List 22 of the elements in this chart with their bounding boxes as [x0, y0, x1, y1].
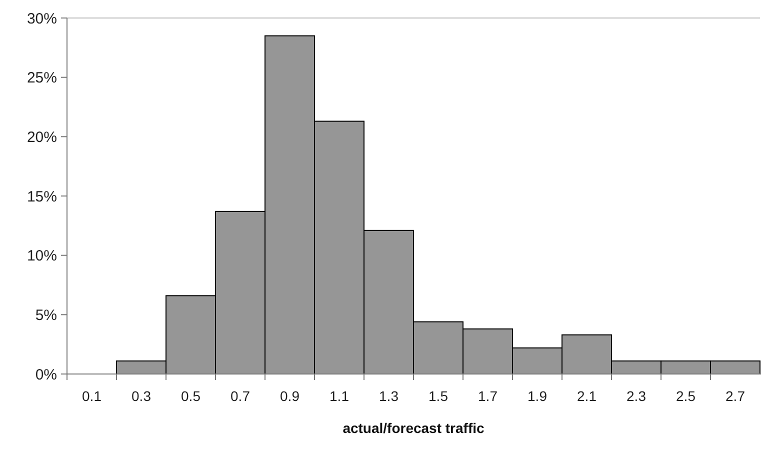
x-tick-label: 0.3: [132, 388, 152, 404]
y-tick-label: 15%: [26, 188, 57, 206]
x-axis-title: actual/forecast traffic: [342, 420, 485, 436]
x-tick-label: 2.1: [577, 388, 597, 404]
y-tick-label: 20%: [26, 128, 57, 146]
x-tick-label: 0.5: [181, 388, 201, 404]
x-tick-label: 0.1: [82, 388, 102, 404]
x-tick-label: 2.7: [726, 388, 746, 404]
y-tick-label: 0%: [35, 366, 57, 384]
y-tick-label: 30%: [26, 10, 57, 28]
x-tick-label: 2.5: [676, 388, 696, 404]
x-tick-label: 0.9: [280, 388, 300, 404]
x-tick-label: 1.7: [478, 388, 498, 404]
x-tick-label: 0.7: [230, 388, 250, 404]
x-tick-label: 2.3: [626, 388, 646, 404]
x-tick-label: 1.9: [528, 388, 548, 404]
y-tick-label: 10%: [26, 248, 57, 265]
x-tick-label: 1.5: [428, 388, 448, 404]
y-tick-label: 5%: [35, 306, 57, 324]
x-tick-label: 1.3: [379, 388, 399, 404]
y-tick-label: 25%: [26, 70, 57, 87]
x-tick-label: 1.1: [330, 388, 350, 404]
